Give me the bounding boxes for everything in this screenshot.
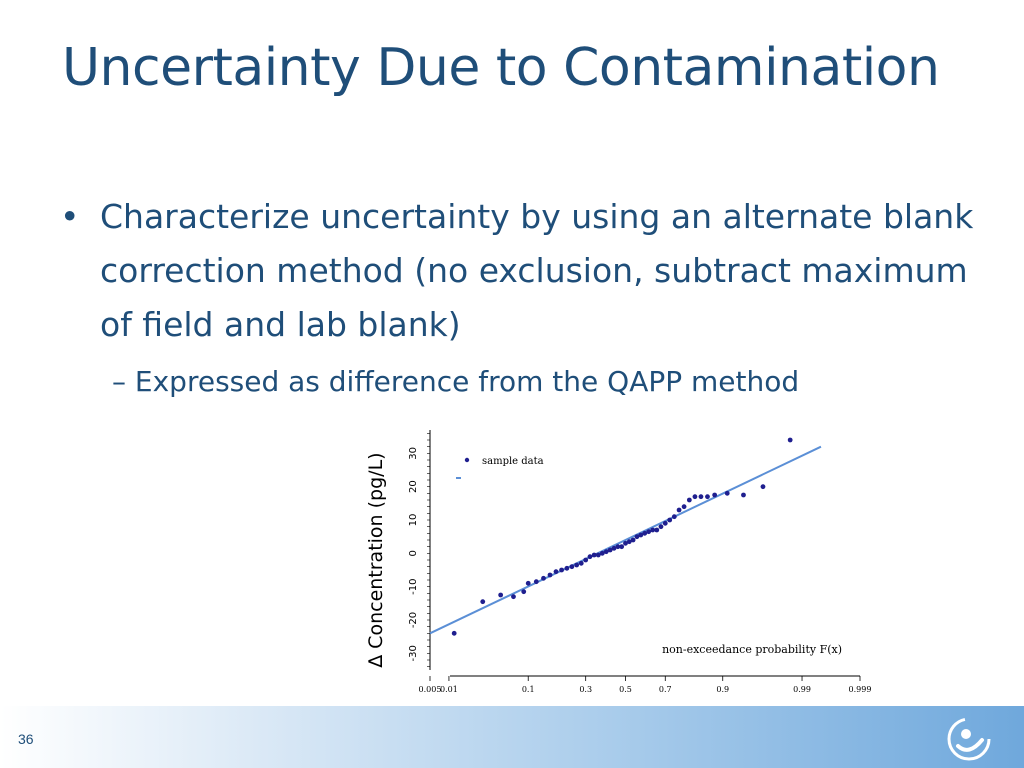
chart-axes <box>427 430 861 681</box>
data-point <box>623 540 628 546</box>
x-tick-label: 0.1 <box>522 685 535 694</box>
data-point <box>521 589 527 595</box>
y-tick-label: -20 <box>408 612 419 628</box>
data-point <box>712 492 718 498</box>
data-point <box>611 545 617 551</box>
data-point <box>650 527 656 533</box>
fit-line <box>429 445 822 635</box>
legend-label: sample data <box>482 456 544 467</box>
x-tick-label: 0.005 <box>419 685 442 694</box>
data-point <box>676 507 682 513</box>
y-tick-label: -30 <box>408 645 419 661</box>
data-point <box>698 494 704 500</box>
y-tick-label: 30 <box>408 447 419 460</box>
footer-bar <box>0 706 1024 768</box>
legend-marker <box>464 457 470 463</box>
data-point <box>741 492 746 498</box>
y-tick-label: 10 <box>408 514 419 527</box>
fit-line-group <box>429 445 822 635</box>
data-point <box>599 550 605 556</box>
data-point <box>583 557 589 563</box>
y-tick-label: -10 <box>408 578 419 594</box>
data-point <box>498 592 504 598</box>
data-point <box>525 580 531 586</box>
data-point <box>615 544 621 550</box>
data-point <box>591 552 597 558</box>
bullet-item: • Characterize uncertainty by using an a… <box>60 190 1000 352</box>
data-point <box>646 529 652 535</box>
data-point <box>630 537 636 543</box>
sub-bullet-item: – Expressed as difference from the QAPP … <box>112 358 799 406</box>
data-point <box>760 484 766 490</box>
data-point <box>559 567 565 573</box>
data-point <box>480 599 486 605</box>
slide-title: Uncertainty Due to Contamination <box>62 38 940 98</box>
x-tick-label: 0.999 <box>849 685 872 694</box>
data-point <box>595 552 601 558</box>
data-point <box>553 569 559 575</box>
data-point <box>667 517 673 523</box>
data-point <box>686 497 692 503</box>
bullet-glyph: • <box>60 197 80 236</box>
data-point <box>547 572 553 578</box>
data-point <box>787 437 793 443</box>
data-point <box>619 544 625 550</box>
y-axis-title: ∆ Concentration (pg/L) <box>365 452 387 668</box>
x-tick-label: 0.3 <box>579 685 592 694</box>
data-point <box>451 630 457 636</box>
data-point <box>626 539 632 545</box>
data-point <box>705 494 710 500</box>
x-tick-label: 0.7 <box>659 685 672 694</box>
data-point <box>569 564 575 570</box>
x-tick-label: 0.9 <box>716 685 729 694</box>
y-tick-label: 20 <box>408 480 419 493</box>
data-point <box>638 532 644 538</box>
data-point <box>511 594 516 600</box>
data-point <box>681 504 687 510</box>
swirl-logo-icon <box>947 717 991 761</box>
data-point <box>662 520 668 526</box>
data-point <box>574 562 580 568</box>
data-point <box>724 490 730 496</box>
data-point <box>654 527 660 533</box>
data-point <box>658 524 664 530</box>
data-point <box>587 554 593 560</box>
data-point <box>603 549 609 555</box>
data-points-group <box>451 437 793 636</box>
data-point <box>642 530 648 536</box>
data-point <box>607 547 613 553</box>
x-tick-label: 0.5 <box>619 685 632 694</box>
slide-number: 36 <box>18 731 34 747</box>
sub-bullet-text: Expressed as difference from the QAPP me… <box>134 365 800 398</box>
data-point <box>541 575 546 581</box>
y-tick-label: 0 <box>408 550 419 556</box>
x-tick-label: 0.99 <box>793 685 811 694</box>
data-point <box>578 560 584 566</box>
dash-glyph: – <box>112 365 126 398</box>
bullet-text: Characterize uncertainty by using an alt… <box>100 197 974 344</box>
probability-plot: -30 -20 -10 0 10 20 30 0.005 0.01 0.1 0.3 0.5 0.7 0.9… <box>360 420 880 700</box>
data-point <box>671 514 677 520</box>
x-tick-label: 0.01 <box>440 685 458 694</box>
data-point <box>533 579 539 585</box>
data-point <box>692 494 698 500</box>
x-axis-title: non-exceedance probability F(x) <box>662 643 842 656</box>
data-point <box>634 534 640 540</box>
data-point <box>564 565 570 571</box>
